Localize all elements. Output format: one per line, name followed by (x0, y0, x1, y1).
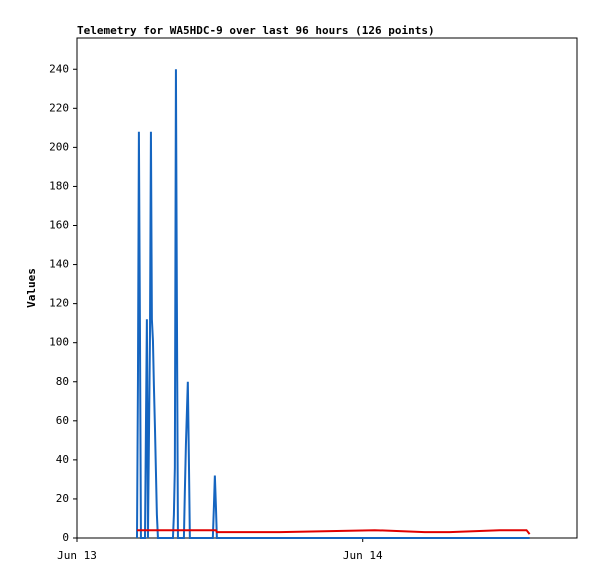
y-tick-label: 160 (49, 219, 69, 232)
y-tick-label: 100 (49, 336, 69, 349)
y-tick-label: 0 (62, 531, 69, 544)
y-tick-label: 180 (49, 179, 69, 192)
y-tick-label: 40 (56, 453, 69, 466)
y-tick-label: 140 (49, 258, 69, 271)
y-tick-label: 20 (56, 492, 69, 505)
y-tick-label: 120 (49, 297, 69, 310)
y-tick-label: 200 (49, 140, 69, 153)
y-axis-label: Values (25, 268, 38, 308)
series-line (136, 69, 530, 539)
y-tick-label: 220 (49, 101, 69, 114)
y-tick-label: 240 (49, 62, 69, 75)
chart-title: Telemetry for WA5HDC-9 over last 96 hour… (77, 24, 435, 37)
series-line (137, 529, 531, 535)
y-tick-label: 60 (56, 414, 69, 427)
y-tick-label: 80 (56, 375, 69, 388)
x-tick-label: Jun 14 (343, 549, 383, 562)
x-tick-label: Jun 13 (57, 549, 97, 562)
